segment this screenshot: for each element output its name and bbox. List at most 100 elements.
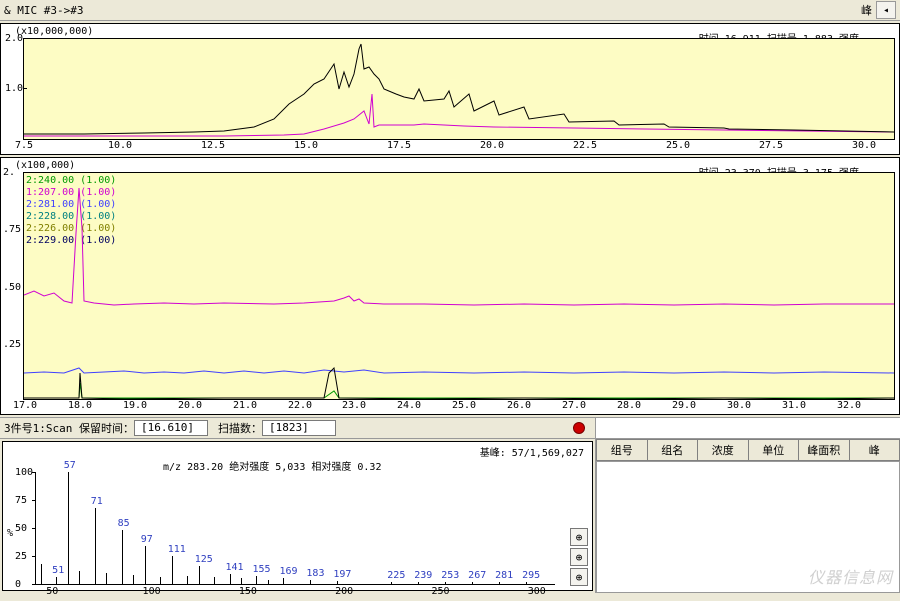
spectrum-bar	[241, 578, 242, 584]
spectrum-y-label: %	[7, 528, 13, 539]
spectrum-bar	[79, 571, 80, 584]
table-col-header[interactable]: 组名	[647, 440, 698, 461]
spectrum-peak-label: 281	[495, 570, 513, 581]
chart2-x-tick: 23.0	[342, 400, 366, 411]
chart2-x-tick: 29.0	[672, 400, 696, 411]
chart2-x-tick: 32.0	[837, 400, 861, 411]
base-peak-label: 基峰: 57/1,569,027	[480, 444, 584, 459]
spectrum-bar	[95, 508, 96, 584]
spectrum-bar	[68, 472, 69, 584]
spectrum-bar	[106, 573, 107, 584]
chart2-y-tick: .25	[3, 339, 21, 350]
spectrum-bar	[499, 582, 500, 584]
chart2-y-tick: .50	[3, 282, 21, 293]
spectrum-header-left: 3件号1:Scan 保留时间：	[4, 420, 134, 436]
chart2-x-tick: 30.0	[727, 400, 751, 411]
spectrum-chart[interactable]: 基峰: 57/1,569,027 m/z 283.20 绝对强度 5,033 相…	[2, 441, 593, 591]
results-table[interactable]: 组号组名浓度单位峰面积峰	[596, 439, 900, 461]
spectrum-peak-label: 225	[387, 570, 405, 581]
spectrum-bar	[256, 576, 257, 584]
chart1-x-tick: 7.5	[15, 140, 33, 151]
table-col-header[interactable]: 单位	[748, 440, 799, 461]
spectrum-y-tick: 25	[15, 551, 27, 562]
table-col-header[interactable]: 峰	[849, 440, 900, 461]
spectrum-peak-label: 57	[64, 460, 76, 471]
spectrum-bar	[133, 575, 134, 584]
spectrum-y-tick: 75	[15, 495, 27, 506]
spectrum-pane: 3件号1:Scan 保留时间： [16.610] 扫描数： [1823] 基峰:…	[0, 418, 596, 593]
nav-prev-button[interactable]: ◂	[876, 1, 896, 19]
spectrum-bar	[56, 577, 57, 584]
chart2-x-tick: 28.0	[617, 400, 641, 411]
spectrum-bar	[145, 546, 146, 584]
spectrum-y-tick: 100	[15, 467, 33, 478]
chart2-x-tick: 19.0	[123, 400, 147, 411]
mz-info-label: m/z 283.20 绝对强度 5,033 相对强度 0.32	[163, 458, 381, 473]
zoom-reset-button[interactable]: ⊕	[570, 568, 588, 586]
chart1-x-tick: 10.0	[108, 140, 132, 151]
chart2-y-tick: .75	[3, 224, 21, 235]
chart1-x-tick: 22.5	[573, 140, 597, 151]
chart2-x-tick: 27.0	[562, 400, 586, 411]
chart2-x-tick: 21.0	[233, 400, 257, 411]
zoom-in-button[interactable]: ⊕	[570, 528, 588, 546]
spectrum-peak-label: 267	[468, 570, 486, 581]
chart1-plot[interactable]	[23, 38, 895, 140]
spectrum-bar	[268, 580, 269, 584]
spectrum-bar	[472, 582, 473, 584]
chart2-x-tick: 25.0	[452, 400, 476, 411]
chart1-x-tick: 20.0	[480, 140, 504, 151]
tic-chart[interactable]: (x10,000,000) 时间 16.911 扫描号 1,883 强度 2.0…	[0, 23, 900, 155]
chart2-multiplier: (x100,000)	[15, 160, 75, 171]
lower-row: 3件号1:Scan 保留时间： [16.610] 扫描数： [1823] 基峰:…	[0, 417, 900, 593]
spectrum-peak-label: 141	[226, 562, 244, 573]
spectrum-y-tick: 50	[15, 523, 27, 534]
spectrum-peak-label: 51	[52, 565, 64, 576]
rt-input[interactable]: [16.610]	[134, 420, 208, 436]
spectrum-x-tick: 100	[143, 586, 161, 597]
table-body: 仪器信息网	[596, 461, 900, 593]
results-table-pane: 组号组名浓度单位峰面积峰 仪器信息网	[596, 418, 900, 593]
scan-input[interactable]: [1823]	[262, 420, 336, 436]
toolbar-peak-label: 峰	[861, 2, 872, 18]
spectrum-x-tick: 300	[528, 586, 546, 597]
spectrum-peak-label: 71	[91, 496, 103, 507]
spectrum-bar	[526, 582, 527, 584]
chart2-x-tick: 18.0	[68, 400, 92, 411]
spectrum-bar	[283, 578, 284, 584]
chart1-x-tick: 25.0	[666, 140, 690, 151]
zoom-out-button[interactable]: ⊕	[570, 548, 588, 566]
spectrum-peak-label: 183	[306, 568, 324, 579]
spectrum-x-tick: 250	[431, 586, 449, 597]
zoom-controls: ⊕ ⊕ ⊕	[570, 528, 588, 586]
spectrum-bar	[160, 577, 161, 584]
spectrum-bar	[310, 580, 311, 584]
chart2-x-tick: 24.0	[397, 400, 421, 411]
spectrum-bar	[391, 582, 392, 584]
chart2-x-tick: 22.0	[288, 400, 312, 411]
watermark: 仪器信息网	[808, 564, 893, 588]
table-col-header[interactable]: 组号	[597, 440, 648, 461]
spectrum-peak-label: 85	[118, 518, 130, 529]
chart1-x-tick: 27.5	[759, 140, 783, 151]
scan-label: 扫描数：	[218, 420, 262, 436]
chart1-y-tick: 1.0	[5, 83, 23, 94]
spectrum-peak-label: 155	[252, 564, 270, 575]
spectrum-x-tick: 200	[335, 586, 353, 597]
spectrum-bar	[172, 556, 173, 584]
toolbar-title: & MIC #3->#3	[4, 4, 861, 17]
chart2-plot[interactable]: 2:240.00 (1.00)1:207.00 (1.00)2:281.00 (…	[23, 172, 895, 400]
sim-chart[interactable]: (x100,000) 时间 23.370 扫描号 3,175 强度 2:240.…	[0, 157, 900, 415]
spectrum-peak-label: 125	[195, 554, 213, 565]
table-col-header[interactable]: 峰面积	[799, 440, 850, 461]
chart2-x-tick: 26.0	[507, 400, 531, 411]
spectrum-y-tick: 0	[15, 579, 21, 590]
spectrum-bar	[214, 577, 215, 584]
table-toolbar	[596, 418, 900, 439]
chart1-multiplier: (x10,000,000)	[15, 26, 93, 37]
spectrum-peak-label: 253	[441, 570, 459, 581]
table-col-header[interactable]: 浓度	[698, 440, 749, 461]
spectrum-bar	[41, 564, 42, 584]
record-icon[interactable]	[573, 422, 585, 434]
chart1-x-tick: 12.5	[201, 140, 225, 151]
